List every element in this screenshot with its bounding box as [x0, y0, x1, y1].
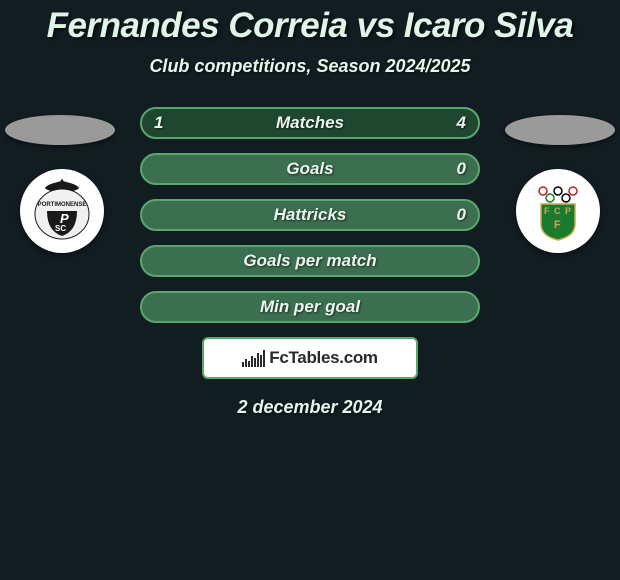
- fctables-text: FcTables.com: [269, 348, 378, 368]
- player-photo-right-placeholder: [505, 115, 615, 145]
- bar-label: Hattricks: [274, 205, 347, 225]
- bar-value-left: 1: [154, 113, 163, 133]
- bar-label: Goals per match: [243, 251, 376, 271]
- stat-bar-hattricks: Hattricks 0: [140, 199, 480, 231]
- stat-bar-goals: Goals 0: [140, 153, 480, 185]
- page-title: Fernandes Correia vs Icaro Silva: [0, 0, 620, 46]
- stat-bar-matches: 1 Matches 4: [140, 107, 480, 139]
- svg-text:SC: SC: [55, 224, 66, 233]
- player-photo-left-placeholder: [5, 115, 115, 145]
- svg-text:C: C: [554, 206, 561, 216]
- stat-bar-min-per-goal: Min per goal: [140, 291, 480, 323]
- pacos-icon: F C P F: [523, 176, 593, 246]
- club-badge-right: F C P F: [516, 169, 600, 253]
- club-badge-left: PORTIMONENSE P SC: [20, 169, 104, 253]
- stat-bars: 1 Matches 4 Goals 0 Hattricks 0 Goals pe…: [140, 107, 480, 323]
- fctables-logo: FcTables.com: [242, 348, 378, 368]
- bar-value-right: 0: [457, 159, 466, 179]
- bar-label: Matches: [276, 113, 344, 133]
- bar-label: Goals: [286, 159, 333, 179]
- date-text: 2 december 2024: [0, 397, 620, 418]
- svg-text:P: P: [565, 206, 571, 216]
- bar-fill-left: [142, 109, 209, 137]
- svg-text:F: F: [544, 206, 550, 216]
- svg-text:PORTIMONENSE: PORTIMONENSE: [38, 202, 87, 208]
- subtitle: Club competitions, Season 2024/2025: [0, 56, 620, 77]
- svg-text:F: F: [554, 219, 561, 231]
- portimonense-icon: PORTIMONENSE P SC: [27, 176, 97, 246]
- attribution-box: FcTables.com: [202, 337, 418, 379]
- bar-value-right: 0: [457, 205, 466, 225]
- chart-icon: [242, 349, 265, 367]
- bar-label: Min per goal: [260, 297, 360, 317]
- bar-value-right: 4: [457, 113, 466, 133]
- content-area: PORTIMONENSE P SC F C P F 1 Matches 4: [0, 107, 620, 418]
- stat-bar-goals-per-match: Goals per match: [140, 245, 480, 277]
